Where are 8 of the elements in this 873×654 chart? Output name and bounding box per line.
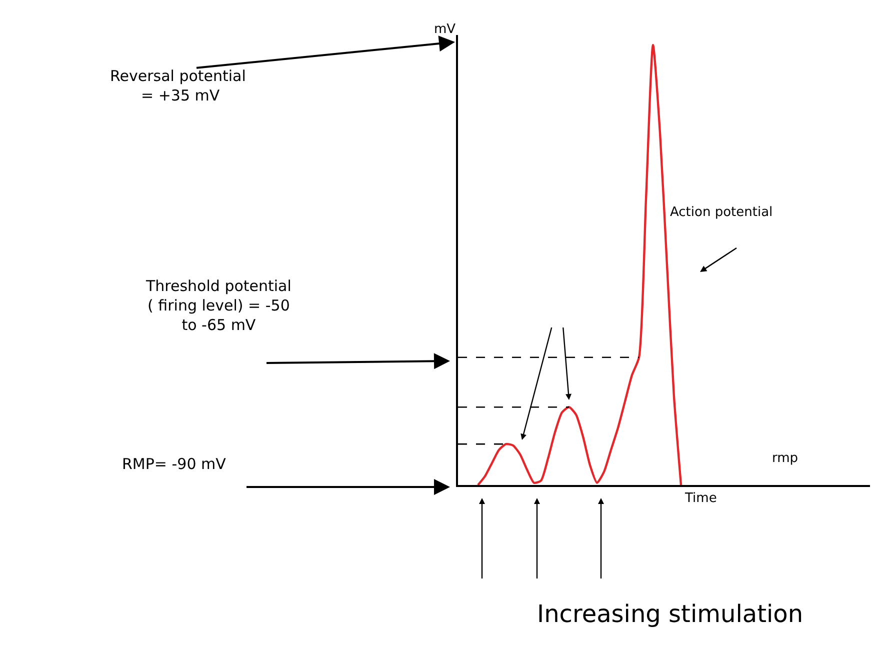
text: Reversal potential = +35 mV [110,67,246,104]
text: RMP= -90 mV [122,455,227,473]
text: rmp [772,451,798,466]
annotation: Action potential [670,205,773,220]
y-axis-title: mV [434,22,456,37]
x-axis-title: Time [684,491,717,506]
text: Threshold potential ( firing level) = -50 to -65 mV [145,277,292,334]
text: Increasing stimulation [537,600,804,628]
